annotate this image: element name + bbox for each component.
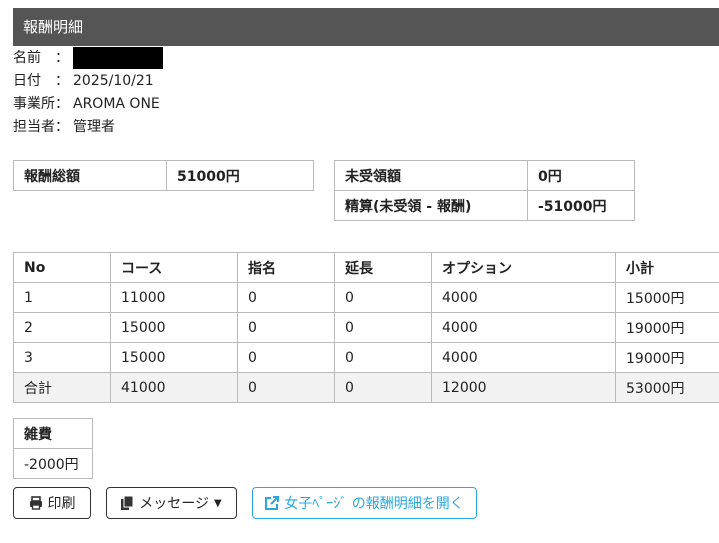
col-subtotal: 小計 (615, 252, 719, 283)
unreceived-label: 未受領額 (334, 160, 528, 191)
table-row: 2 15000 0 0 4000 19000円 (13, 312, 719, 343)
print-button[interactable]: 印刷 (13, 487, 91, 519)
cell: 19000円 (615, 312, 719, 343)
unreceived-value: 0円 (527, 160, 635, 191)
misc-table: 雑費 -2000円 (13, 418, 93, 479)
message-dropdown-button[interactable]: メッセージ ▼ (106, 487, 237, 519)
cell: 2 (13, 312, 111, 343)
table-header-row: No コース 指名 延長 オプション 小計 (13, 252, 719, 283)
cell: 3 (13, 342, 111, 373)
cell: 4000 (431, 342, 616, 373)
info-block: 名前 ： 日付 ： 2025/10/21 事業所： AROMA ONE 担当者： 管理… (13, 47, 163, 139)
cell: 15000円 (615, 282, 719, 313)
cell: 0 (334, 372, 432, 403)
message-label: メッセージ (139, 496, 210, 512)
open-label: 女子ﾍﾟｰｼﾞ の報酬明細を開く (284, 496, 464, 512)
total-value: 51000円 (166, 160, 314, 191)
cell: 4000 (431, 282, 616, 313)
print-icon (29, 496, 42, 510)
cell: 0 (237, 282, 335, 313)
table-row: 1 11000 0 0 4000 15000円 (13, 282, 719, 313)
total-table: 報酬総額 51000円 (13, 160, 314, 191)
cell: 0 (334, 312, 432, 343)
settle-label: 精算(未受領 - 報酬) (334, 190, 528, 221)
cell: 0 (237, 342, 335, 373)
total-row: 合計 41000 0 0 12000 53000円 (13, 372, 719, 403)
staff-label: 担当者： (13, 119, 69, 135)
cell: 15000 (110, 312, 238, 343)
cell: 53000円 (615, 372, 719, 403)
date-label: 日付 ： (13, 73, 69, 89)
cell: 0 (334, 282, 432, 313)
cell: 4000 (431, 312, 616, 343)
col-nomination: 指名 (237, 252, 335, 283)
cell: 0 (237, 312, 335, 343)
col-no: No (13, 252, 111, 283)
cell: 合計 (13, 372, 111, 403)
office-label: 事業所： (13, 96, 69, 112)
office-value: AROMA ONE (73, 96, 160, 112)
misc-label: 雑費 (13, 418, 93, 449)
page-header: 報酬明細 (13, 8, 719, 46)
detail-table: No コース 指名 延長 オプション 小計 1 11000 0 0 4000 15000円… (13, 252, 719, 403)
col-extension: 延長 (334, 252, 432, 283)
settle-value: -51000円 (527, 190, 635, 221)
cell: 11000 (110, 282, 238, 313)
cell: 41000 (110, 372, 238, 403)
caret-down-icon: ▼ (214, 497, 222, 509)
print-label: 印刷 (47, 496, 76, 512)
table-row: 3 15000 0 0 4000 19000円 (13, 342, 719, 373)
name-label: 名前 ： (13, 50, 69, 66)
cell: 1 (13, 282, 111, 313)
cell: 19000円 (615, 342, 719, 373)
cell: 0 (237, 372, 335, 403)
misc-value: -2000円 (13, 448, 93, 479)
col-option: オプション (431, 252, 616, 283)
cell: 0 (334, 342, 432, 373)
copy-icon (121, 495, 134, 510)
staff-value: 管理者 (73, 119, 115, 135)
settlement-table: 未受領額 0円 精算(未受領 - 報酬) -51000円 (334, 160, 635, 221)
redacted-name (73, 47, 163, 69)
total-label: 報酬総額 (13, 160, 167, 191)
cell: 12000 (431, 372, 616, 403)
external-link-icon (265, 496, 280, 510)
date-value: 2025/10/21 (73, 73, 154, 89)
open-girl-page-button[interactable]: 女子ﾍﾟｰｼﾞ の報酬明細を開く (252, 487, 477, 519)
col-course: コース (110, 252, 238, 283)
cell: 15000 (110, 342, 238, 373)
